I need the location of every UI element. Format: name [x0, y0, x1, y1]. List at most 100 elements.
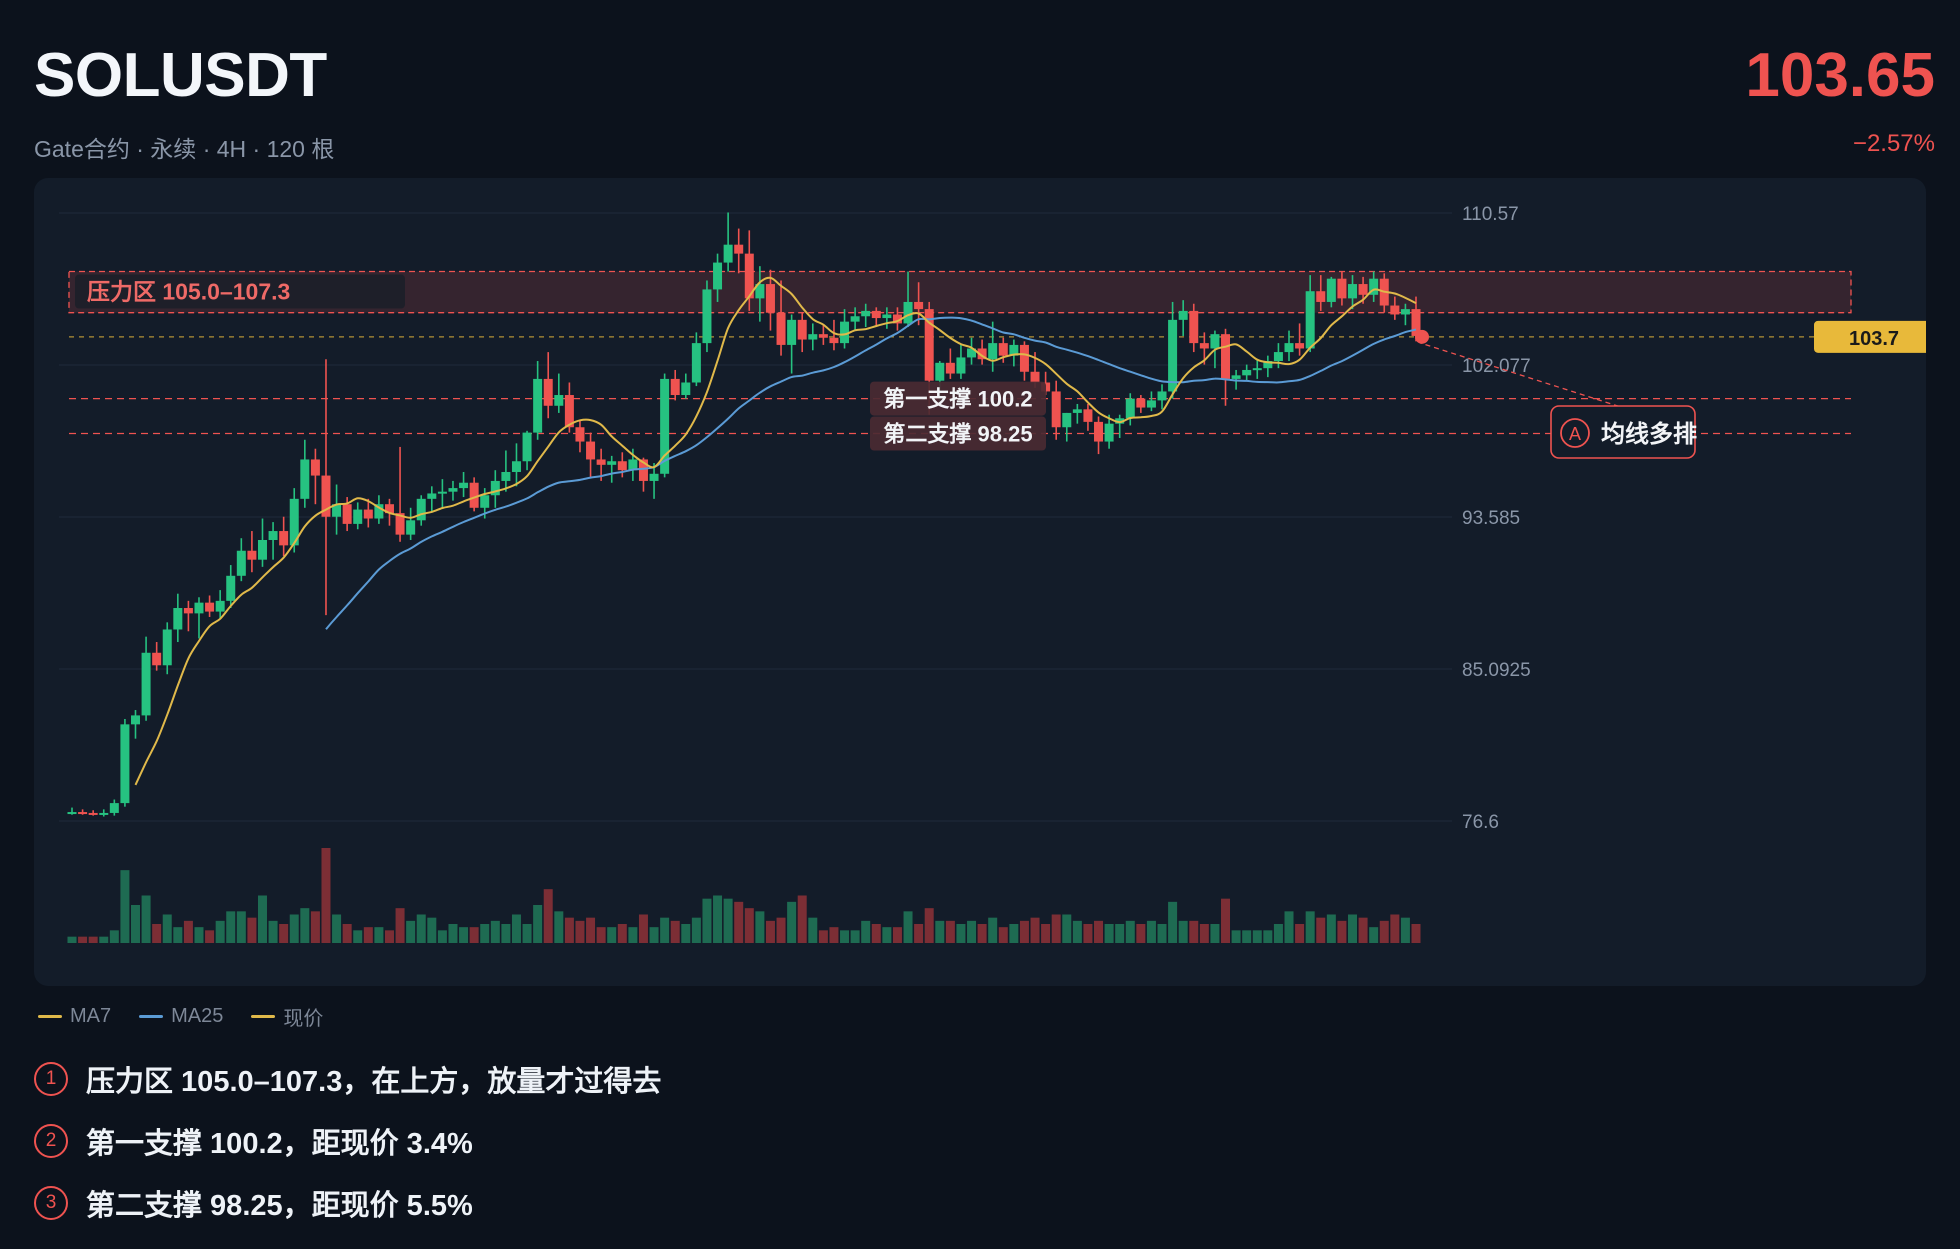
legend-ma7-label: MA7	[70, 1005, 112, 1027]
candle	[88, 810, 98, 816]
candle-body	[638, 459, 648, 481]
candle-body	[1400, 309, 1410, 315]
candle-body	[533, 378, 543, 433]
volume-bar	[660, 917, 670, 943]
candle-body	[956, 357, 966, 374]
volume-bar	[554, 911, 564, 943]
volume-bar	[840, 930, 850, 943]
candle-body	[1072, 409, 1082, 413]
candle-body	[617, 461, 627, 471]
volume-bar	[511, 914, 521, 943]
candle	[914, 282, 924, 326]
ma25-line	[325, 316, 1417, 630]
candle-body	[850, 316, 860, 322]
candle	[353, 502, 363, 530]
volume-bar	[522, 924, 532, 943]
volume-bar	[1189, 920, 1199, 943]
candle	[469, 477, 479, 512]
annotation-label: 均线多排	[1601, 420, 1697, 448]
candle-body	[607, 461, 617, 465]
candle	[1146, 391, 1156, 412]
candle-body	[967, 348, 977, 358]
candle	[1348, 275, 1358, 310]
candle	[734, 228, 744, 274]
candle-body	[226, 575, 236, 601]
candle-body	[787, 319, 797, 345]
candle-body	[247, 550, 257, 560]
candle	[416, 495, 426, 526]
candle-body	[1231, 375, 1241, 379]
volume-bar	[564, 917, 574, 943]
volume-bar	[935, 920, 945, 943]
candle-body	[1273, 352, 1283, 362]
volume-bar	[1157, 924, 1167, 943]
annotation-box	[1550, 405, 1696, 459]
candle	[152, 642, 162, 671]
candle-body	[1337, 278, 1347, 299]
candle	[607, 455, 617, 483]
candle-body	[332, 504, 342, 517]
candle-body	[1411, 309, 1421, 336]
candle-body	[236, 550, 246, 576]
candle-body	[1019, 344, 1029, 372]
ma25-swatch	[139, 1015, 164, 1018]
candle	[99, 809, 109, 817]
legend-current-price[interactable]: 现价	[251, 1002, 323, 1031]
candle	[691, 332, 701, 387]
support-label-1: 第一支撑 100.2	[883, 387, 1032, 412]
legend-ma7[interactable]: MA7	[38, 1002, 111, 1031]
legend-current-price-label: 现价	[283, 1008, 324, 1030]
candle-body	[628, 459, 638, 471]
candle-body	[586, 441, 596, 460]
candle-body	[1178, 310, 1188, 320]
volume-bar	[1337, 920, 1347, 943]
candle	[236, 538, 246, 582]
volume-bar	[321, 848, 331, 943]
candle-body	[395, 513, 405, 535]
volume-bar	[967, 920, 977, 943]
volume-bar	[691, 917, 701, 943]
candle-body	[977, 348, 987, 360]
volume-bar	[501, 924, 511, 943]
volume-bar	[1369, 927, 1379, 943]
volume-bar	[956, 924, 966, 943]
note-text-3: 第二支撑 98.25，距现价 5.5%	[86, 1190, 473, 1222]
volume-bar	[998, 927, 1008, 943]
volume-bar	[617, 924, 627, 943]
candle	[1263, 355, 1273, 378]
candle-body	[649, 473, 659, 481]
candle-body	[427, 493, 437, 499]
legend-ma25[interactable]: MA25	[139, 1002, 223, 1031]
candle-body	[459, 482, 469, 489]
volume-bar	[152, 924, 162, 943]
candle-body	[1083, 409, 1093, 422]
volume-bar	[649, 927, 659, 943]
volume-bar	[575, 920, 585, 943]
chart-legend: MA7 MA25 现价	[38, 1002, 323, 1031]
volume-bar	[480, 924, 490, 943]
candle-body	[109, 803, 119, 813]
candle	[279, 516, 289, 557]
candle-body	[670, 378, 680, 396]
candle-body	[416, 498, 426, 521]
candle-body	[511, 461, 521, 472]
volume-bar	[78, 936, 88, 943]
volume-bar	[88, 936, 98, 943]
volume-bar	[744, 908, 754, 943]
candle-body	[723, 244, 733, 263]
volume-bar	[914, 924, 924, 943]
volume-bar	[1104, 924, 1114, 943]
candle	[1125, 393, 1135, 426]
candle	[1221, 328, 1231, 406]
current-price-tag	[1814, 320, 1926, 353]
candle	[755, 266, 765, 322]
market-subtitle: Gate合约 · 永续 · 4H · 120 根	[34, 136, 335, 162]
volume-bar	[1400, 917, 1410, 943]
candle-body	[173, 608, 183, 630]
candle-body	[78, 812, 88, 815]
candle-body	[1284, 343, 1294, 353]
candle-body	[310, 459, 320, 476]
candle	[1242, 364, 1252, 381]
candle	[1252, 359, 1262, 379]
